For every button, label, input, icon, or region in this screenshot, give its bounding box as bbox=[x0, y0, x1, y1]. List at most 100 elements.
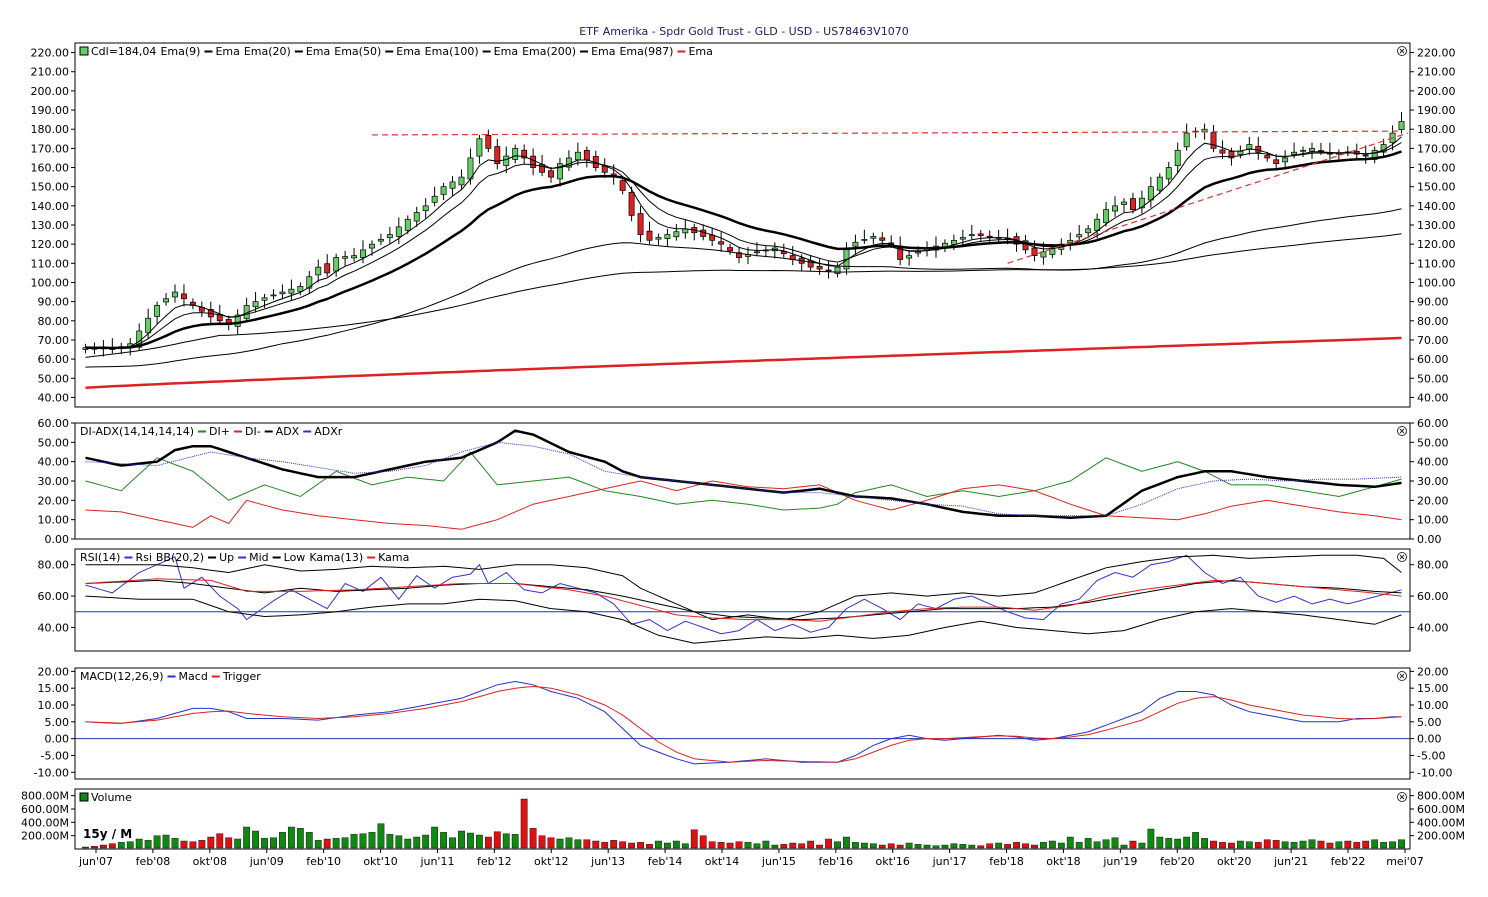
volume-bar bbox=[789, 842, 797, 849]
x-tick-label: jun'11 bbox=[419, 855, 454, 868]
candle-body bbox=[1362, 154, 1369, 157]
series-mid-line bbox=[85, 579, 1402, 621]
volume-bar bbox=[852, 842, 859, 849]
candle-body bbox=[646, 230, 653, 241]
volume-bar bbox=[923, 844, 931, 849]
candle-body bbox=[315, 266, 322, 276]
volume-bar bbox=[547, 837, 555, 849]
y-tick-label-right: 180.00 bbox=[1417, 123, 1456, 136]
y-tick-label-right: 60.00 bbox=[1417, 417, 1449, 430]
y-tick-label-right: 40.00 bbox=[1417, 621, 1449, 634]
candle-body bbox=[449, 181, 456, 189]
price-panel[interactable]: 220.00 220.00 210.00 210.00 200.00 200.00 190.… bbox=[31, 42, 1456, 408]
volume-bar bbox=[252, 830, 259, 849]
volume-bar bbox=[377, 823, 385, 849]
y-tick-label-left: 400.00M bbox=[21, 816, 69, 829]
macd-panel[interactable]: 20.00 20.00 15.00 15.00 10.00 10.00 5.00 5.00 0.… bbox=[34, 665, 1453, 780]
candle-body bbox=[861, 239, 868, 241]
legend-item: Ema bbox=[688, 45, 712, 58]
volume-bar bbox=[279, 832, 286, 849]
volume-bar bbox=[735, 841, 743, 849]
volume-bar bbox=[243, 826, 251, 849]
dmi-panel[interactable]: 60.00 60.00 50.00 50.00 40.00 40.00 30.00 30.00… bbox=[38, 417, 1449, 546]
volume-bar bbox=[270, 837, 277, 849]
legend-item: DI-ADX(14,14,14,14) bbox=[80, 425, 194, 438]
candle-body bbox=[181, 293, 187, 300]
candle-body bbox=[369, 243, 375, 249]
candle-body bbox=[1183, 132, 1190, 148]
volume-bar bbox=[610, 840, 618, 849]
volume-bar bbox=[1263, 839, 1271, 849]
x-tick-label: okt'10 bbox=[363, 855, 397, 868]
close-circle-icon[interactable] bbox=[1397, 671, 1407, 681]
legend-item: DI+ bbox=[209, 425, 230, 438]
volume-bar bbox=[1254, 842, 1262, 849]
volume-bar bbox=[332, 838, 340, 849]
candle-body bbox=[968, 234, 975, 236]
y-tick-label-right: 15.00 bbox=[1417, 682, 1449, 695]
legend-item: Ema(200) bbox=[522, 45, 576, 58]
x-tick-label: jun'17 bbox=[932, 855, 967, 868]
candle-body bbox=[1067, 239, 1074, 244]
volume-bar bbox=[646, 844, 653, 849]
volume-bar bbox=[1183, 836, 1191, 849]
y-tick-label-right: 160.00 bbox=[1417, 162, 1456, 175]
volume-bar bbox=[878, 844, 886, 849]
y-tick-label-left: 20.00 bbox=[38, 494, 70, 507]
candle-body bbox=[1165, 167, 1172, 180]
volume-bar bbox=[592, 840, 600, 849]
volume-bar bbox=[1398, 839, 1405, 849]
volume-bar bbox=[162, 834, 170, 849]
candle-body bbox=[780, 251, 787, 255]
rsi-panel[interactable]: 80.00 80.00 60.00 60.00 40.00 40.00 RSI(14) Rsi… bbox=[38, 548, 1449, 652]
y-tick-label-right: 140.00 bbox=[1417, 200, 1456, 213]
close-circle-icon[interactable] bbox=[1397, 426, 1407, 436]
volume-bar bbox=[404, 838, 412, 849]
close-circle-icon[interactable] bbox=[1397, 792, 1407, 802]
x-tick-label: feb'10 bbox=[306, 855, 341, 868]
volume-bar bbox=[1129, 840, 1137, 849]
candle-body bbox=[1309, 148, 1315, 152]
volume-bar bbox=[82, 846, 89, 849]
volume-bar bbox=[359, 833, 367, 849]
volume-bar bbox=[386, 834, 394, 849]
candle-body bbox=[476, 138, 483, 157]
candle-body bbox=[655, 237, 662, 240]
close-circle-icon[interactable] bbox=[1397, 552, 1407, 562]
volume-bar bbox=[655, 840, 662, 849]
x-tick-label: feb'16 bbox=[818, 855, 853, 868]
y-tick-label-right: 100.00 bbox=[1417, 276, 1456, 289]
volume-bar bbox=[449, 837, 456, 849]
volume-bar bbox=[574, 839, 582, 849]
volume-bar bbox=[807, 840, 815, 849]
candle-body bbox=[950, 239, 957, 245]
candle-body bbox=[1103, 209, 1110, 224]
volume-bar bbox=[1174, 838, 1182, 849]
candle-body bbox=[512, 148, 519, 160]
y-tick-label-left: 800.00M bbox=[21, 790, 69, 803]
y-tick-label-right: 40.00 bbox=[1417, 391, 1449, 404]
legend-item: Rsi bbox=[135, 551, 151, 564]
legend-item: Up bbox=[219, 551, 234, 564]
dmi-frame bbox=[74, 422, 1411, 540]
volume-bar bbox=[1371, 839, 1379, 849]
candle-body bbox=[1371, 149, 1378, 160]
candle-body bbox=[395, 226, 402, 237]
legend-item: MACD(12,26,9) bbox=[80, 670, 164, 683]
volume-bar bbox=[493, 831, 501, 849]
candle-body bbox=[628, 192, 635, 216]
candle-body bbox=[700, 229, 707, 237]
y-tick-label-left: -10.00 bbox=[34, 766, 69, 779]
volume-bar bbox=[341, 837, 349, 849]
x-tick-label: feb'08 bbox=[136, 855, 171, 868]
close-circle-icon[interactable] bbox=[1397, 46, 1407, 56]
candle-body bbox=[261, 297, 268, 301]
legend-item: Ema bbox=[591, 45, 615, 58]
y-tick-label-left: 50.00 bbox=[38, 436, 70, 449]
volume-bar bbox=[305, 832, 313, 849]
y-tick-label-right: 110.00 bbox=[1417, 257, 1456, 270]
candle-body bbox=[1076, 234, 1083, 238]
